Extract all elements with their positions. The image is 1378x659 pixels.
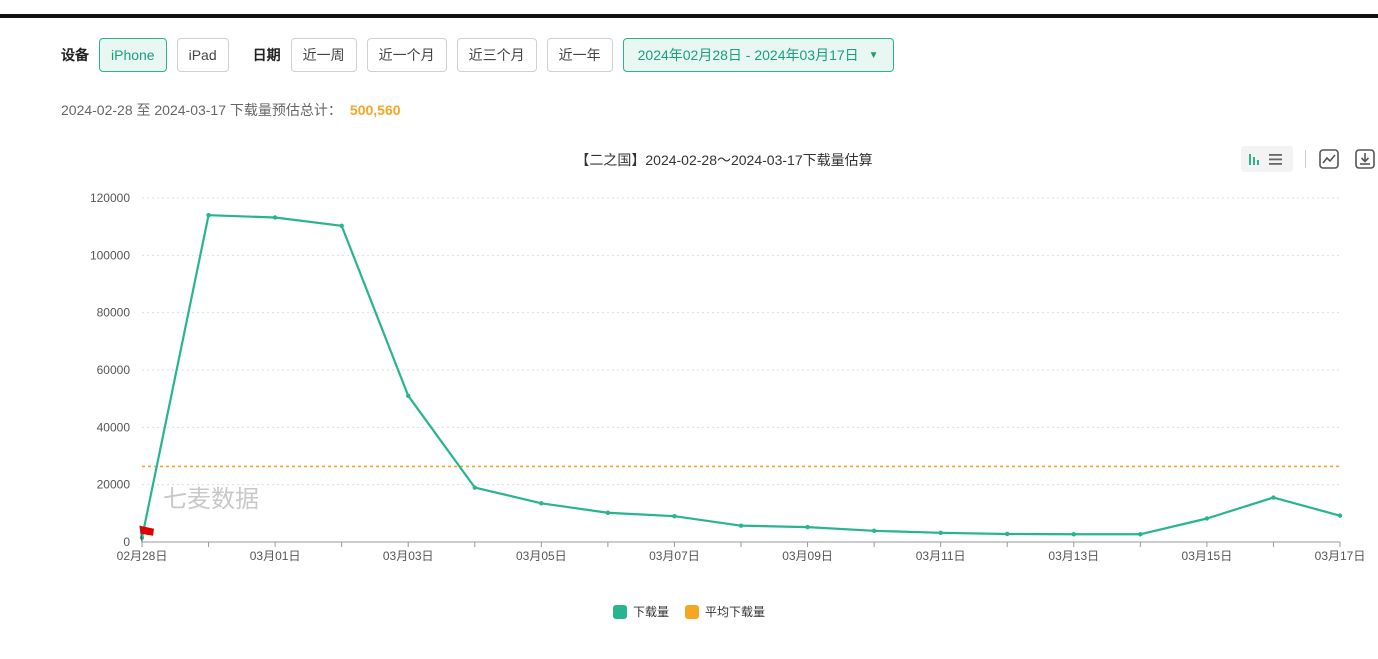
data-point[interactable]	[472, 485, 477, 490]
download-summary: 2024-02-28 至 2024-03-17 下载量预估总计： 500,560	[61, 100, 401, 120]
legend-label-downloads: 下载量	[632, 605, 669, 619]
chart-legend: 下载量 平均下载量	[0, 603, 1378, 620]
data-point[interactable]	[1337, 513, 1343, 518]
filter-bar: 设备 iPhone iPad 日期 近一周 近一个月 近三个月 近一年 2024…	[61, 38, 904, 72]
date-range-value: 2024年02月28日 - 2024年03月17日	[637, 47, 859, 63]
y-tick-label: 80000	[97, 306, 131, 320]
legend-swatch-average	[685, 604, 699, 619]
start-flag-marker[interactable]	[139, 525, 154, 542]
flag-icon	[140, 525, 154, 536]
range-week-button[interactable]: 近一周	[290, 38, 357, 72]
caret-down-icon: ▼	[868, 49, 879, 61]
range-year-button[interactable]: 近一年	[546, 38, 613, 72]
x-tick-label: 03月03日	[383, 549, 434, 563]
toolbar-divider	[1305, 150, 1306, 168]
data-point[interactable]	[1204, 516, 1210, 521]
top-bar	[0, 0, 1378, 18]
data-point[interactable]	[605, 510, 611, 515]
download-line	[140, 214, 1341, 538]
date-range-picker[interactable]: 2024年02月28日 - 2024年03月17日 ▼	[622, 38, 894, 72]
data-point[interactable]	[206, 213, 211, 218]
data-point[interactable]	[805, 524, 810, 530]
y-tick-label: 120000	[90, 191, 130, 205]
data-point[interactable]	[1071, 532, 1076, 537]
y-tick-label: 20000	[97, 478, 131, 492]
data-point[interactable]	[1005, 531, 1010, 537]
legend-item-downloads[interactable]: 下载量	[612, 603, 669, 620]
watermark: 七麦数据	[163, 486, 259, 513]
date-label: 日期	[252, 47, 281, 63]
x-tick-label: 03月17日	[1315, 549, 1366, 563]
data-point[interactable]	[539, 501, 544, 506]
save-image-button[interactable]	[1316, 146, 1342, 172]
device-label: 设备	[61, 47, 89, 63]
data-point[interactable]	[871, 528, 877, 534]
x-tick-label: 02月28日	[117, 549, 168, 563]
range-month-button[interactable]: 近一个月	[366, 38, 447, 72]
chart-title-row: 【二之国】2024-02-28～2024-03-17下载量估算	[0, 150, 1378, 170]
download-data-button[interactable]	[1352, 146, 1378, 172]
download-icon	[1355, 149, 1375, 169]
download-chart: 0 20000 40000 60000 80000 100000 120000 02月28日…	[90, 191, 1366, 563]
data-point[interactable]	[406, 393, 411, 398]
y-tick-label: 0	[123, 535, 130, 549]
device-ipad-button[interactable]: iPad	[176, 38, 229, 72]
bar-line-toggle-icon	[1249, 154, 1282, 165]
legend-label-average: 平均下载量	[705, 605, 766, 619]
chart-title: 【二之国】2024-02-28～2024-03-17下载量估算	[575, 152, 873, 168]
y-axis: 0 20000 40000 60000 80000 100000 120000	[90, 191, 130, 549]
x-tick-label: 03月13日	[1048, 549, 1099, 563]
data-point[interactable]	[1138, 532, 1143, 537]
range-three-months-button[interactable]: 近三个月	[456, 38, 537, 72]
x-tick-label: 03月15日	[1182, 549, 1233, 563]
chart-toolbar	[1241, 146, 1378, 172]
summary-total: 500,560	[349, 102, 401, 118]
x-tick-label: 03月07日	[649, 549, 700, 563]
chart-type-toggle[interactable]	[1241, 146, 1293, 172]
x-tick-label: 03月11日	[916, 549, 966, 563]
data-point[interactable]	[938, 530, 943, 536]
data-point[interactable]	[339, 223, 344, 229]
x-tick-label: 03月09日	[782, 549, 833, 563]
data-point[interactable]	[1271, 495, 1276, 500]
download-series	[139, 213, 1343, 540]
data-point[interactable]	[738, 523, 744, 528]
legend-swatch-downloads	[612, 604, 627, 619]
data-point[interactable]	[672, 514, 677, 519]
x-axis: 02月28日 03月01日 03月03日 03月05日 03月07日 03月09日 03月1…	[117, 541, 1366, 563]
legend-item-average[interactable]: 平均下载量	[685, 603, 765, 620]
data-point[interactable]	[272, 215, 278, 220]
image-icon	[1319, 149, 1339, 169]
summary-text: 2024-02-28 至 2024-03-17 下载量预估总计：	[61, 102, 342, 118]
chart-grid	[142, 197, 1340, 486]
y-tick-label: 100000	[90, 248, 130, 262]
y-tick-label: 40000	[97, 420, 131, 434]
y-tick-label: 60000	[97, 363, 131, 377]
device-iphone-button[interactable]: iPhone	[99, 38, 167, 72]
x-tick-label: 03月01日	[250, 549, 301, 563]
x-tick-label: 03月05日	[516, 549, 567, 563]
